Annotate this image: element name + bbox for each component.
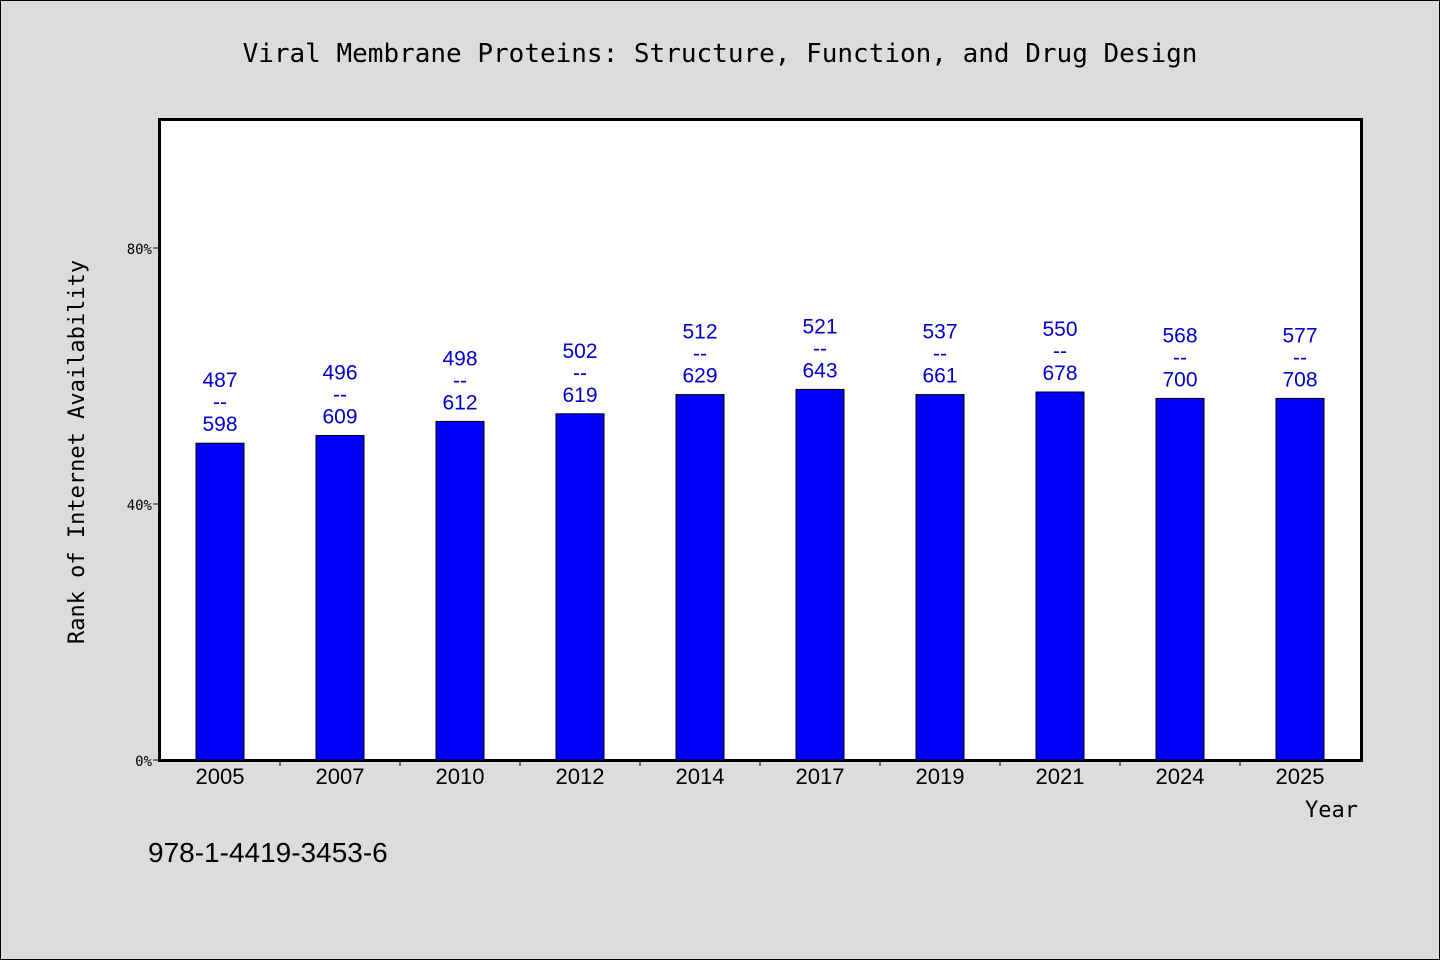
bar-2021	[1035, 391, 1085, 761]
bar-data-label: 661	[922, 365, 957, 388]
x-tick-label: 2012	[556, 764, 605, 789]
bar-data-label: 568	[1162, 324, 1197, 347]
bar-data-label: --	[693, 343, 707, 366]
bar-data-label: 496	[322, 362, 357, 385]
bar-data-label: 643	[802, 359, 837, 382]
x-tick-label: 2021	[1036, 764, 1085, 789]
x-tick-label: 2007	[316, 764, 365, 789]
bar-2024	[1155, 397, 1205, 761]
x-tick-label: 2005	[196, 764, 245, 789]
bar-data-label: 502	[562, 340, 597, 363]
bar-data-label: 598	[202, 413, 237, 436]
bar-data-label: 550	[1042, 318, 1077, 341]
bar-data-label: 537	[922, 321, 957, 344]
bar-data-label: 512	[682, 321, 717, 344]
bar-2025	[1275, 397, 1325, 761]
bar-data-label: 678	[1042, 362, 1077, 385]
bar-data-label: 521	[802, 315, 837, 338]
bar-2007	[315, 435, 365, 761]
bar-data-label: --	[333, 384, 347, 407]
y-tick-label: 40%	[127, 498, 153, 514]
chart-title: Viral Membrane Proteins: Structure, Func…	[243, 39, 1198, 69]
y-axis: 0% 40% 80%	[127, 242, 160, 770]
bar-data-label: --	[453, 369, 467, 392]
bar-data-label: --	[1053, 340, 1067, 363]
bar-data-label: 609	[322, 406, 357, 429]
bar-data-label: 708	[1282, 368, 1317, 391]
bar-data-label: 487	[202, 369, 237, 392]
bar-2012	[555, 413, 605, 761]
bar-2017	[795, 388, 845, 761]
isbn-text: 978-1-4419-3453-6	[148, 837, 388, 868]
bar-data-label: --	[1173, 346, 1187, 369]
bar-2014	[675, 394, 725, 761]
bars-layer	[195, 388, 1325, 761]
bar-labels-layer: 487--598496--609498--612502--619512--629…	[202, 315, 1317, 436]
bar-data-label: --	[933, 343, 947, 366]
x-axis: 2005 2007 2010 2012 2014 2017 2019 2021 2024 2025	[196, 760, 1325, 789]
x-tick-label: 2017	[796, 764, 845, 789]
y-tick-label: 0%	[135, 754, 152, 770]
x-tick-label: 2014	[676, 764, 725, 789]
x-tick-label: 2024	[1156, 764, 1205, 789]
bar-data-label: 577	[1282, 324, 1317, 347]
x-tick-label: 2025	[1276, 764, 1325, 789]
bar-2019	[915, 394, 965, 761]
y-tick-label: 80%	[127, 242, 153, 258]
bar-data-label: 629	[682, 365, 717, 388]
x-tick-label: 2010	[436, 764, 485, 789]
bar-data-label: 700	[1162, 368, 1197, 391]
bar-data-label: 612	[442, 391, 477, 414]
bar-data-label: --	[1293, 346, 1307, 369]
bar-data-label: 498	[442, 347, 477, 370]
bar-2005	[195, 442, 245, 761]
bar-data-label: --	[213, 391, 227, 414]
y-axis-label: Rank of Internet Availability	[65, 260, 90, 644]
bar-data-label: --	[573, 362, 587, 385]
bar-data-label: --	[813, 337, 827, 360]
x-tick-label: 2019	[916, 764, 965, 789]
bar-2010	[435, 420, 485, 761]
x-axis-label: Year	[1305, 798, 1358, 823]
bar-data-label: 619	[562, 384, 597, 407]
